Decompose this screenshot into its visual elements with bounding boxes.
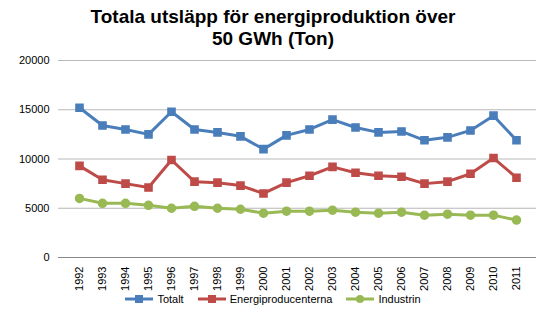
svg-text:2003: 2003 xyxy=(326,267,338,291)
svg-text:2005: 2005 xyxy=(372,267,384,291)
svg-text:1995: 1995 xyxy=(142,267,154,291)
svg-text:1999: 1999 xyxy=(234,267,246,291)
svg-text:2002: 2002 xyxy=(303,267,315,291)
svg-text:2009: 2009 xyxy=(464,267,476,291)
html-text:Totalt: Totalt xyxy=(157,293,184,305)
html-text:Energiproducenterna: Energiproducenterna xyxy=(229,293,333,305)
svg-text:1993: 1993 xyxy=(96,267,108,291)
svg-text:1994: 1994 xyxy=(119,267,131,291)
svg-text:20000: 20000 xyxy=(19,54,50,66)
svg-text:10000: 10000 xyxy=(19,153,50,165)
svg-text:2010: 2010 xyxy=(487,267,499,291)
svg-text:2008: 2008 xyxy=(441,267,453,291)
svg-text:2007: 2007 xyxy=(418,267,430,291)
svg-text:2004: 2004 xyxy=(349,267,361,291)
svg-text:2001: 2001 xyxy=(280,267,292,291)
svg-text:15000: 15000 xyxy=(19,103,50,115)
svg-text:5000: 5000 xyxy=(25,202,49,214)
html-text:Totala utsläpp för energiprodu: Totala utsläpp för energiproduktion över… xyxy=(90,6,456,49)
svg-text:1996: 1996 xyxy=(165,267,177,291)
svg-text:2000: 2000 xyxy=(257,267,269,291)
svg-text:1997: 1997 xyxy=(188,267,200,291)
svg-text:1992: 1992 xyxy=(73,267,85,291)
svg-text:2006: 2006 xyxy=(395,267,407,291)
svg-text:0: 0 xyxy=(43,251,49,263)
html-text:Industrin: Industrin xyxy=(378,293,421,305)
svg-text:1998: 1998 xyxy=(211,267,223,291)
svg-text:2011: 2011 xyxy=(510,267,522,291)
